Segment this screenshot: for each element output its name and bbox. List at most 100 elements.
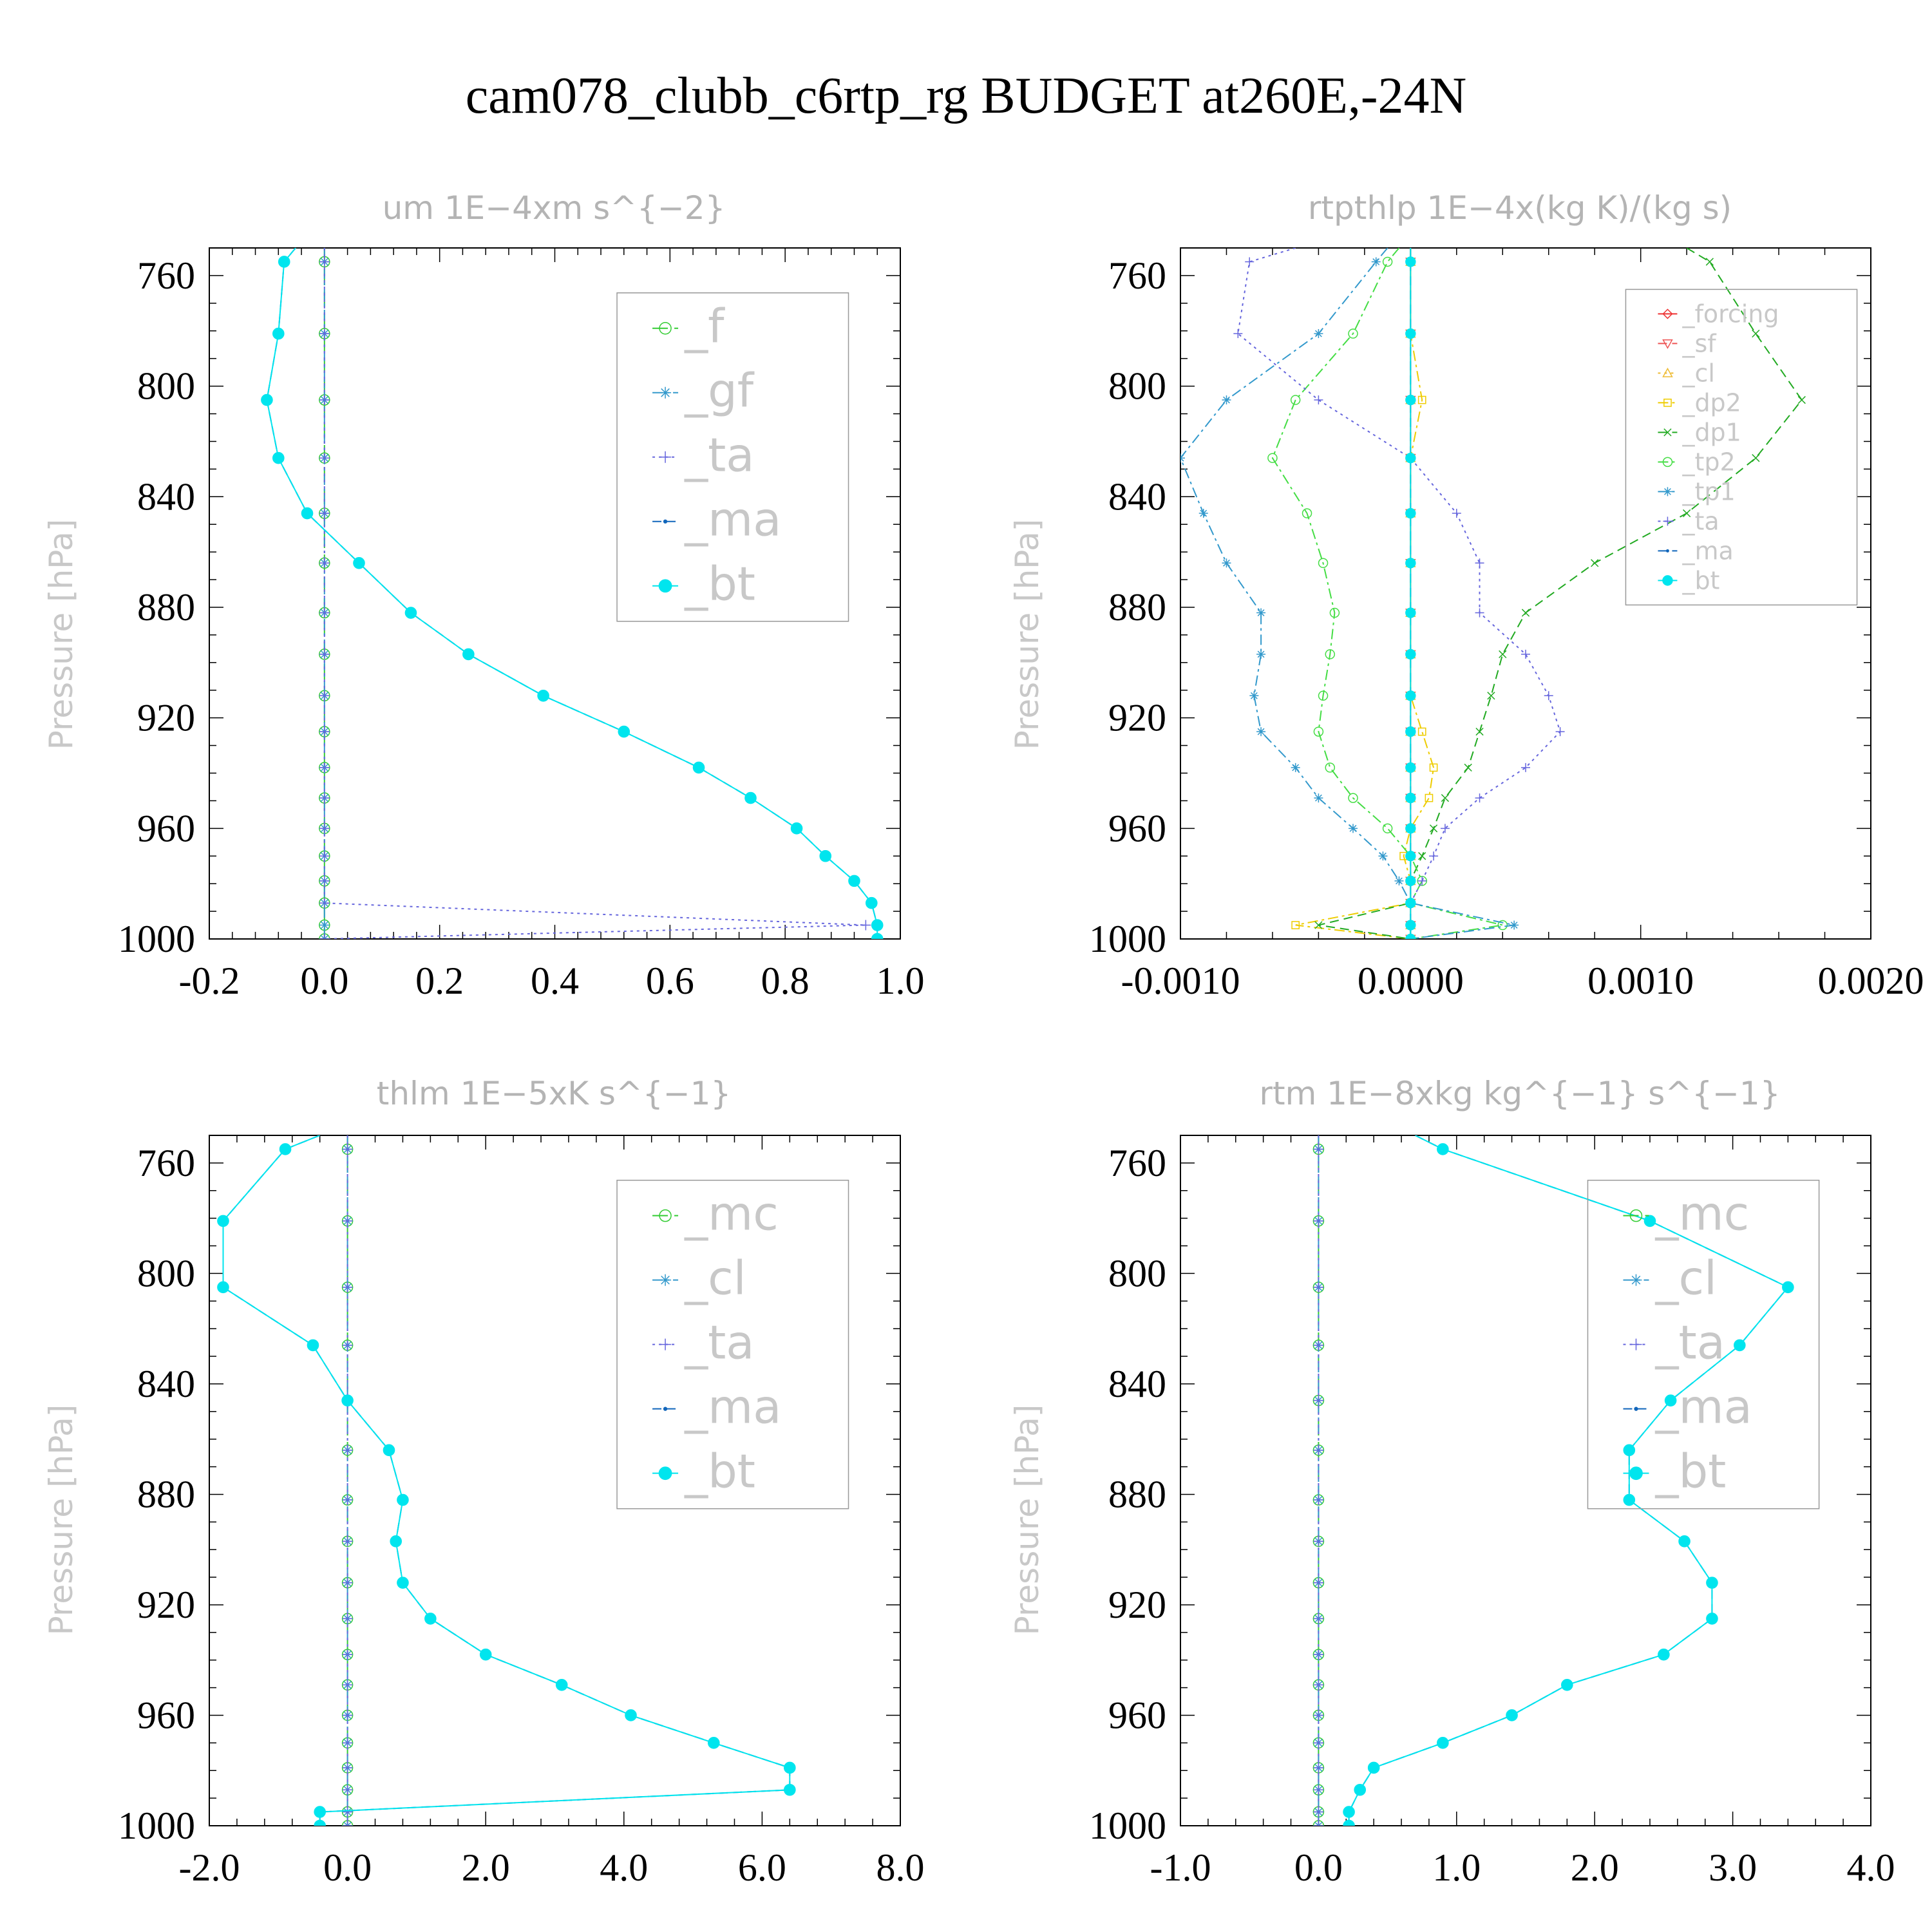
data-point-bt <box>819 849 832 862</box>
data-point-bt <box>1706 1613 1718 1625</box>
ylabel-rtpthlp: Pressure [hPa] <box>1009 519 1046 750</box>
legend-label: _ma <box>1681 536 1733 565</box>
x-tick-label: 6.0 <box>738 1846 786 1889</box>
series-line-bt <box>266 248 878 939</box>
data-point-ta <box>342 1536 353 1547</box>
x-tick-label: 0.0 <box>1294 1846 1343 1889</box>
legend-label: _tp2 <box>1681 448 1735 476</box>
legend-label: _gf <box>684 364 755 418</box>
data-point-bt <box>1734 1339 1746 1352</box>
data-point-tp1 <box>1371 257 1381 267</box>
data-point-ta <box>1440 824 1450 833</box>
legend-marker <box>1662 308 1673 319</box>
data-point-bt <box>1405 507 1416 519</box>
data-point-dp2 <box>1425 793 1434 802</box>
data-point-ta <box>1313 1613 1324 1624</box>
legend-marker <box>1629 1209 1643 1222</box>
legend-label: _cl <box>1654 1251 1717 1305</box>
legend-label: _ma <box>684 1380 781 1434</box>
legend-marker <box>1665 549 1669 553</box>
data-point-bt <box>784 1761 796 1774</box>
data-point-bt <box>301 507 314 520</box>
legend-label: _ma <box>1654 1380 1752 1434</box>
data-point-tp1 <box>1314 329 1323 339</box>
y-tick-label: 1000 <box>1089 1804 1166 1847</box>
plot-frame <box>209 1135 901 1826</box>
data-point-bt <box>341 1394 354 1406</box>
data-point-tp1 <box>1222 558 1231 568</box>
data-point-tp1 <box>1198 509 1208 518</box>
data-point-bt <box>1405 558 1416 569</box>
data-point-ta <box>860 920 871 931</box>
data-point-ta <box>1429 851 1439 861</box>
legend-marker <box>659 1274 672 1286</box>
data-point-dp1 <box>1314 921 1323 929</box>
series-line-tp2 <box>1271 248 1503 939</box>
series-line-dp1 <box>1318 248 1803 939</box>
x-tick-label: 0.6 <box>646 960 694 1002</box>
data-point-ta <box>342 1649 353 1660</box>
data-point-ta <box>1555 727 1565 737</box>
data-point-ta <box>1313 1340 1324 1350</box>
data-point-ta <box>342 1215 353 1226</box>
data-point-bt <box>865 896 878 909</box>
data-point-bt <box>1643 1215 1656 1227</box>
x-tick-label: -1.0 <box>1150 1846 1211 1889</box>
y-tick-label: 760 <box>137 254 195 297</box>
data-point-ta <box>1417 876 1427 886</box>
legend-marker <box>1663 428 1672 437</box>
data-point-bt <box>279 1143 292 1155</box>
data-point-tp1 <box>1314 793 1323 803</box>
data-point-dp2 <box>1417 395 1426 404</box>
data-point-ta <box>1544 691 1553 701</box>
data-point-bt <box>397 1493 409 1506</box>
legend-marker <box>659 1338 672 1350</box>
data-point-bt <box>272 327 285 340</box>
data-point-bt <box>261 393 273 406</box>
legend-marker <box>659 1209 672 1222</box>
data-point-bt <box>537 690 549 702</box>
ylabel-rtm: Pressure [hPa] <box>1009 1405 1046 1636</box>
data-point-bt <box>217 1215 229 1227</box>
data-point-ta <box>319 726 330 737</box>
data-point-tp1 <box>1256 649 1266 659</box>
data-point-bt <box>1782 1281 1794 1294</box>
data-point-ta <box>1313 1395 1324 1406</box>
plot-frame <box>209 247 901 940</box>
ylabel-thlm: Pressure [hPa] <box>43 1405 80 1636</box>
series-line-ma <box>266 248 878 939</box>
legend-label: _sf <box>1681 329 1717 357</box>
data-point-bt <box>1405 762 1416 773</box>
panel-um: um 1E−4xm s^{−2} Pressure [hPa] 760 800 84… <box>43 189 925 1002</box>
x-tick-label: 0.4 <box>531 960 579 1002</box>
data-point-dp1 <box>1499 650 1507 659</box>
x-tick-label: 0.0010 <box>1587 960 1694 1002</box>
data-point-gf <box>319 920 330 931</box>
data-point-bt <box>625 1709 637 1721</box>
data-point-bt <box>1405 726 1416 737</box>
panel-title-thlm: thlm 1E−5xK s^{−1} <box>377 1075 731 1112</box>
plot-area-um: 760 800 840 880 920 960 1000-0.2 0.0 0.2 0.4 0.6 0.… <box>118 247 925 1002</box>
data-point-ta <box>342 1785 353 1795</box>
data-point-ta <box>1475 608 1484 618</box>
data-point-ta <box>1313 1710 1324 1721</box>
data-point-tp1 <box>1222 395 1231 405</box>
legend-box <box>1587 1179 1820 1510</box>
data-point-bt <box>1437 1143 1449 1155</box>
data-point-ta <box>342 1444 353 1455</box>
data-point-bt <box>1623 1493 1636 1506</box>
data-point-ta <box>1475 558 1484 568</box>
x-tick-label: 2.0 <box>462 1846 510 1889</box>
data-point-bt <box>462 648 475 661</box>
plot-area-thlm: 760 800 840 880 920 960 1000-2.0 0.0 2.0 4.0 6.0 8.… <box>118 1135 925 1889</box>
data-point-dp1 <box>1487 692 1495 700</box>
data-point-ta <box>1521 649 1530 659</box>
data-point-ta <box>342 1340 353 1350</box>
data-point-bt <box>848 875 860 887</box>
x-tick-label: 0.0 <box>323 1846 372 1889</box>
data-point-bt <box>1664 1394 1677 1406</box>
data-point-bt <box>353 556 365 569</box>
legend-box <box>1625 289 1858 606</box>
legend-marker <box>1630 1338 1642 1350</box>
data-point-tp1 <box>1256 727 1266 737</box>
